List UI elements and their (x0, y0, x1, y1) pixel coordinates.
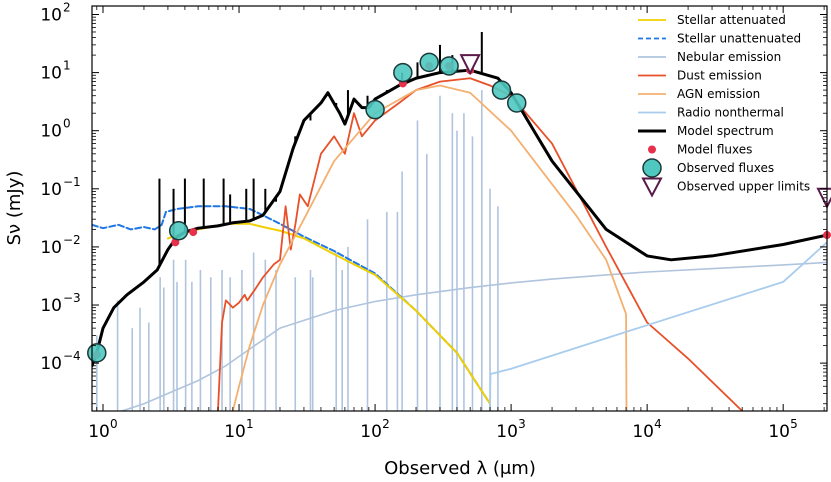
nebular-emission-curve (118, 261, 827, 411)
tick-layer: 10 0 10 1 10 2 10 3 10 4 10 510 −410 −310 −210 −110 010 1… (40, 0, 827, 442)
observed-flux-point (419, 52, 439, 73)
x-tick-exponent: 0 (110, 417, 118, 431)
legend-entry-observed-fluxes: Observed fluxes (642, 158, 774, 178)
y-tick-exponent: −2 (63, 233, 81, 247)
legend-label: Stellar unattenuated (677, 32, 801, 46)
legend-entry-radio-nonthermal: Radio nonthermal (638, 106, 784, 120)
y-tick-label: 10 (40, 238, 62, 258)
legend-entry-agn-emission: AGN emission (638, 87, 760, 101)
x-tick-exponent: 4 (654, 417, 662, 431)
legend-entry-stellar-attenuated: Stellar attenuated (638, 13, 786, 27)
legend-label: Radio nonthermal (677, 106, 784, 120)
agn-emission-curve (231, 84, 628, 411)
y-tick-exponent: 2 (63, 0, 71, 14)
x-tick-exponent: 2 (382, 417, 390, 431)
y-tick-label: 10 (40, 180, 62, 200)
y-tick-label: 10 (40, 296, 62, 316)
observed-flux-point (365, 99, 385, 120)
plot-frame (91, 5, 828, 412)
legend-label: Stellar attenuated (677, 13, 786, 27)
x-tick-exponent: 5 (790, 417, 798, 431)
legend: Stellar attenuated Stellar unattenuated Ne… (638, 13, 810, 198)
radio-nonthermal-series (489, 241, 827, 411)
observed-flux-point (506, 93, 527, 113)
legend-label: Model fluxes (677, 143, 752, 157)
legend-entry-model-fluxes: Model fluxes (648, 143, 752, 157)
y-axis-title: Sν (mJy) (4, 171, 25, 246)
legend-label: Observed fluxes (677, 161, 774, 175)
stellar-unattenuated-curve (92, 205, 492, 405)
legend-entry-dust-emission: Dust emission (638, 69, 762, 83)
stellar-unattenuated-series (92, 205, 492, 405)
y-tick-exponent: −3 (63, 291, 81, 305)
observed-flux-point (168, 220, 189, 241)
y-tick-exponent: −4 (63, 349, 81, 363)
observed-flux-point (491, 80, 512, 100)
x-tick-label: 10 (632, 422, 654, 442)
series-layer (92, 31, 827, 411)
nebular-emission-series (95, 90, 827, 411)
y-tick-label: 10 (40, 5, 62, 25)
x-axis-title: Observed λ (μm) (384, 458, 536, 479)
legend-entry-observed-upper-limits: Observed upper limits (641, 177, 810, 198)
agn-emission-series (231, 84, 628, 411)
y-tick-label: 10 (40, 354, 62, 374)
legend-entry-nebular-emission: Nebular emission (638, 50, 781, 64)
y-tick-exponent: −1 (63, 175, 81, 189)
y-tick-label: 10 (40, 64, 62, 84)
legend-label: Dust emission (677, 69, 762, 83)
x-tick-label: 10 (496, 422, 518, 442)
legend-swatch (648, 145, 656, 154)
x-tick-exponent: 1 (246, 417, 254, 431)
legend-label: Observed upper limits (677, 180, 810, 194)
observed-flux-point (393, 62, 413, 83)
y-tick-exponent: 1 (63, 59, 71, 73)
legend-label: Model spectrum (677, 124, 774, 138)
legend-entry-stellar-unattenuated: Stellar unattenuated (638, 32, 801, 46)
legend-swatch (641, 177, 663, 198)
x-tick-label: 10 (88, 422, 110, 442)
y-tick-exponent: 0 (63, 117, 71, 131)
legend-entry-model-spectrum: Model spectrum (638, 124, 774, 138)
y-tick-label: 10 (40, 122, 62, 142)
x-tick-exponent: 3 (518, 417, 526, 431)
model-spectrum-curve (92, 68, 827, 368)
x-tick-label: 10 (224, 422, 246, 442)
x-tick-label: 10 (768, 422, 790, 442)
observed-flux-point (439, 56, 459, 76)
model-flux-point (189, 228, 198, 237)
observed-flux-point (87, 343, 107, 363)
x-tick-label: 10 (360, 422, 382, 442)
legend-swatch (642, 158, 662, 178)
legend-label: AGN emission (677, 87, 760, 101)
legend-label: Nebular emission (677, 50, 781, 64)
radio-nonthermal-curve (489, 241, 827, 411)
upper-limit-point (459, 54, 481, 76)
